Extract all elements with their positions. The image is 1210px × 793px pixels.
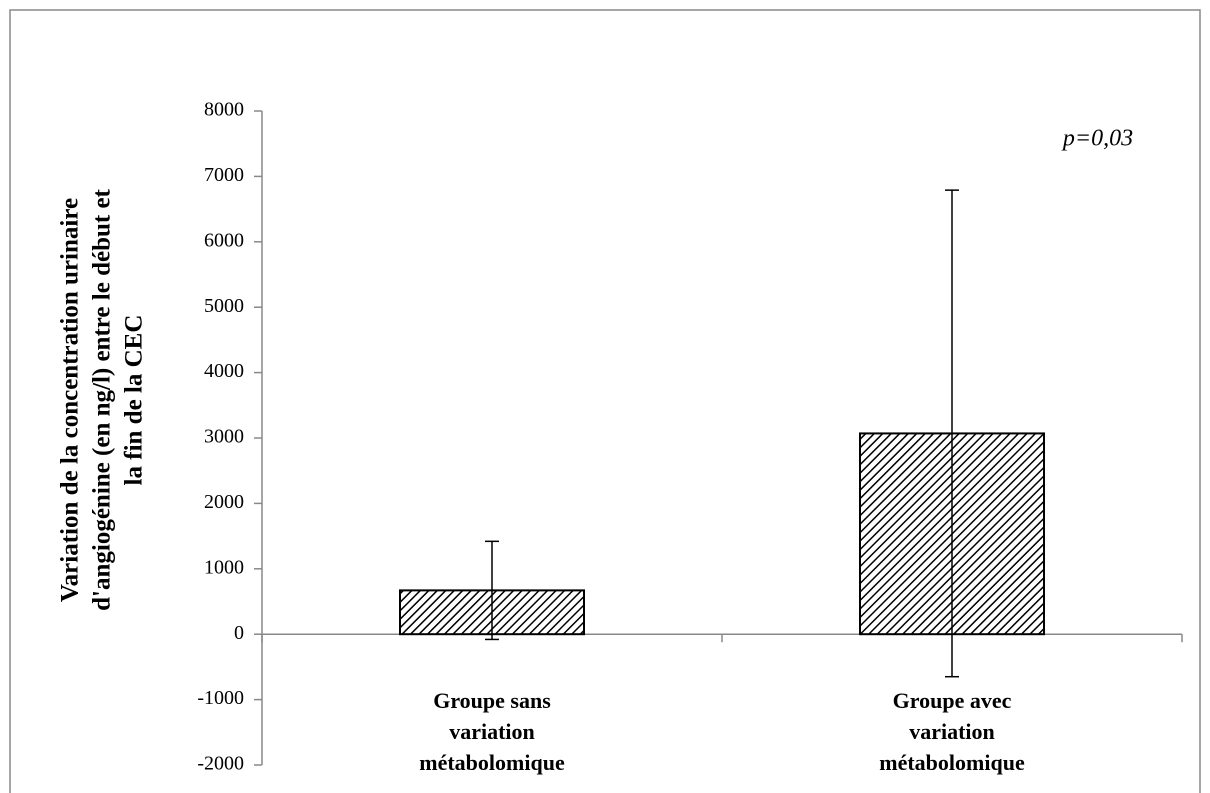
y-tick-label: 4000 [204,360,244,382]
error-bar [485,540,499,641]
y-tick-label: 6000 [204,229,244,251]
y-tick-label: 8000 [204,99,244,121]
x-tick-label: métabolomique [879,750,1025,775]
y-tick-label: 7000 [204,164,244,186]
y-tick-label: 1000 [204,556,244,578]
error-bar [945,189,959,678]
x-tick-label: métabolomique [419,750,565,775]
y-tick-label: 2000 [204,491,244,513]
x-tick-label: Groupe avec [893,688,1012,713]
y-axis-label: d'angiogénine (en ng/l) entre le début e… [89,188,116,610]
y-tick-label: 5000 [204,295,244,317]
chart-frame [9,9,1201,793]
y-axis-label: Variation de la concentration urinaire [57,198,84,602]
y-tick-label: 0 [234,622,244,644]
y-tick-label: -2000 [197,753,244,775]
x-tick-label: variation [909,719,995,744]
x-tick-label: variation [449,719,535,744]
y-tick-label: -1000 [197,687,244,709]
annotation: p=0,03 [1061,126,1133,152]
y-axis-label: la fin de la CEC [121,315,148,486]
x-tick-label: Groupe sans [433,688,551,713]
y-tick-label: 3000 [204,426,244,448]
